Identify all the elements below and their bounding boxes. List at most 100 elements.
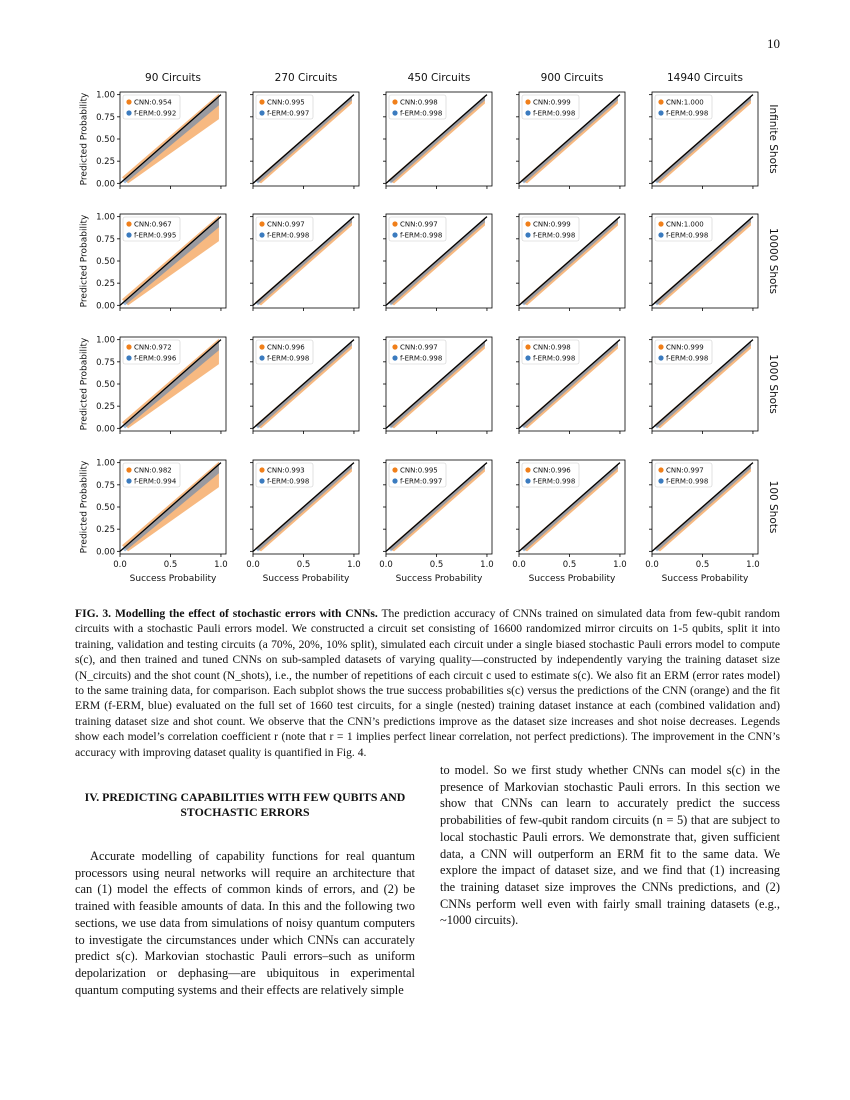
x-tick-label: 0.0 <box>512 560 526 570</box>
legend-marker <box>658 221 664 227</box>
legend-label: f-ERM:0.998 <box>666 232 708 240</box>
diagonal-line <box>385 94 488 184</box>
legend-label: CNN:0.995 <box>267 99 305 107</box>
legend-marker <box>525 232 531 238</box>
diagonal-line <box>385 216 488 306</box>
legend-label: f-ERM:0.998 <box>267 355 309 363</box>
legend-label: f-ERM:0.998 <box>533 110 575 118</box>
caption-label: FIG. 3. <box>75 607 112 620</box>
diagonal-line <box>651 339 754 429</box>
legend-box <box>255 94 314 120</box>
legend-marker <box>525 355 531 361</box>
legend-marker <box>525 467 531 473</box>
legend-label: f-ERM:0.998 <box>666 478 708 486</box>
y-tick-label: 0.25 <box>96 402 115 412</box>
legend-marker <box>126 344 132 350</box>
subplot: CNN:0.999 f-ERM:0.998 <box>516 91 626 189</box>
legend-box <box>388 339 447 365</box>
legend-box <box>521 216 580 242</box>
x-tick-label: 1.0 <box>746 560 760 570</box>
legend-marker <box>658 110 664 116</box>
y-tick-label: 0.50 <box>96 135 115 145</box>
subplot: CNN:0.995 f-ERM:0.997 <box>250 91 360 189</box>
legend-marker <box>126 110 132 116</box>
legend-box <box>654 339 713 365</box>
diagonal-line <box>518 339 621 429</box>
legend-marker <box>392 99 398 105</box>
y-tick-label: 0.50 <box>96 380 115 390</box>
legend-label: f-ERM:0.998 <box>666 110 708 118</box>
diagonal-line <box>651 94 754 184</box>
legend-marker <box>392 478 398 484</box>
x-tick-label: 0.0 <box>113 560 127 570</box>
legend-box <box>255 216 314 242</box>
legend-marker <box>658 99 664 105</box>
diagonal-line <box>651 216 754 306</box>
legend-marker <box>126 221 132 227</box>
legend-box <box>654 462 713 488</box>
legend-box <box>388 94 447 120</box>
diagonal-line <box>252 94 355 184</box>
x-tick-label: 1.0 <box>214 560 228 570</box>
subplot: 0.0 0.5 1.0 0.00 0.25 0.50 0.75 1.00 Success Pro… <box>96 459 228 584</box>
y-tick-label: 1.00 <box>96 213 115 223</box>
diagonal-line <box>518 94 621 184</box>
legend-label: CNN:0.998 <box>533 344 571 352</box>
legend-label: f-ERM:0.997 <box>400 478 442 486</box>
column-title: 90 Circuits <box>145 72 201 84</box>
y-tick-label: 0.75 <box>96 113 115 123</box>
legend-box <box>255 462 314 488</box>
legend-box <box>388 216 447 242</box>
legend-marker <box>392 467 398 473</box>
legend-marker <box>525 99 531 105</box>
legend-label: f-ERM:0.998 <box>400 355 442 363</box>
legend-label: f-ERM:0.998 <box>267 478 309 486</box>
figure: 90 Circuits 270 Circuits 450 Circuits 900 C… <box>80 72 780 584</box>
legend-label: CNN:0.999 <box>533 99 571 107</box>
legend-box <box>521 94 580 120</box>
legend-marker <box>392 355 398 361</box>
legend-box <box>521 462 580 488</box>
y-axis-label: Predicted Probability <box>80 92 90 185</box>
legend-label: CNN:1.000 <box>666 99 704 107</box>
legend-marker <box>259 99 265 105</box>
x-tick-label: 0.0 <box>379 560 393 570</box>
legend-label: CNN:0.996 <box>267 344 305 352</box>
page-number: 10 <box>767 36 780 51</box>
legend-box <box>388 462 447 488</box>
legend-label: CNN:0.997 <box>267 221 305 229</box>
legend-label: CNN:0.997 <box>400 344 438 352</box>
legend-marker <box>525 478 531 484</box>
y-tick-label: 0.75 <box>96 358 115 368</box>
legend-label: f-ERM:0.998 <box>267 232 309 240</box>
legend-marker <box>658 467 664 473</box>
x-axis-label: Success Probability <box>662 574 749 584</box>
subplot: CNN:0.999 f-ERM:0.998 <box>516 213 626 311</box>
legend-label: CNN:0.993 <box>267 467 305 475</box>
diagonal-line <box>518 462 621 552</box>
column-title: 450 Circuits <box>408 72 471 84</box>
legend-label: f-ERM:0.998 <box>533 355 575 363</box>
diagonal-line <box>119 216 222 306</box>
legend-marker <box>525 344 531 350</box>
legend-marker <box>259 110 265 116</box>
x-tick-label: 0.5 <box>563 560 577 570</box>
y-tick-label: 0.50 <box>96 257 115 267</box>
legend-box <box>122 339 181 365</box>
y-tick-label: 1.00 <box>96 91 115 101</box>
row-label: Infinite Shots <box>767 104 779 173</box>
legend-marker <box>525 110 531 116</box>
legend-marker <box>259 221 265 227</box>
subplot: CNN:0.998 f-ERM:0.998 <box>516 336 626 434</box>
subplot: 0.0 0.5 1.0 Success Probability CNN:0.997 f-E… <box>645 459 760 584</box>
legend-marker <box>392 232 398 238</box>
subplot: 0.00 0.25 0.50 0.75 1.00 CNN:0.954 f-ERM:0.992 <box>96 91 227 189</box>
column-title: 14940 Circuits <box>667 72 743 84</box>
x-tick-label: 0.5 <box>297 560 311 570</box>
legend-marker <box>259 478 265 484</box>
y-tick-label: 0.25 <box>96 279 115 289</box>
legend-label: CNN:0.982 <box>134 467 172 475</box>
legend-label: f-ERM:0.998 <box>666 355 708 363</box>
legend-label: f-ERM:0.998 <box>533 232 575 240</box>
